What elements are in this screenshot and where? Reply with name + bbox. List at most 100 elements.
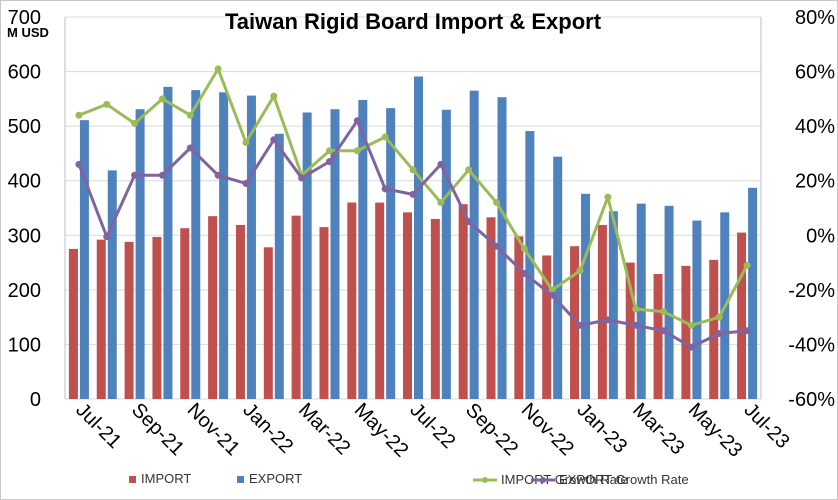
import-bar xyxy=(737,232,747,399)
import-growth-rate-point xyxy=(660,308,668,316)
x-tick-label: May-22 xyxy=(350,399,413,462)
export-growth-rate-point xyxy=(131,171,139,179)
y-tick-label: 300 xyxy=(8,225,41,247)
import-bar xyxy=(235,224,245,399)
import-growth-rate-point xyxy=(158,95,166,103)
import-growth-rate-point xyxy=(381,133,389,141)
export-bar xyxy=(107,170,117,399)
x-tick-label: Sep-21 xyxy=(127,399,188,460)
import-growth-rate-point xyxy=(437,199,445,207)
export-bar xyxy=(246,95,256,399)
import-bar xyxy=(681,265,691,399)
import-growth-rate-point xyxy=(131,119,139,127)
import-bar xyxy=(152,236,162,399)
y-tick-label: 400 xyxy=(8,171,41,193)
x-tick-label: Mar-23 xyxy=(628,399,688,459)
y-tick-label: 500 xyxy=(8,116,41,138)
legend-item-import-growth-rate: IMPORT Growth Rate xyxy=(473,472,628,487)
import-growth-rate-point xyxy=(687,321,695,329)
import-bar xyxy=(319,227,329,399)
export-growth-rate-point xyxy=(687,343,695,351)
import-bar xyxy=(208,216,218,399)
export-growth-rate-point xyxy=(604,316,612,324)
export-growth-rate-point xyxy=(270,136,278,144)
import-growth-rate-point xyxy=(75,111,83,119)
import-growth-rate-point xyxy=(576,267,584,275)
export-growth-rate-point xyxy=(75,160,83,168)
export-growth-rate-line xyxy=(77,119,748,349)
y2-tick-label: 20% xyxy=(795,171,835,193)
import-growth-rate-point xyxy=(325,147,333,155)
import-bar xyxy=(375,202,385,399)
export-bar xyxy=(608,211,618,399)
export-bar xyxy=(441,109,451,400)
export-bar xyxy=(581,193,591,399)
x-tick-label: Jul-22 xyxy=(405,399,459,453)
export-bar xyxy=(636,203,646,399)
x-tick-label: Jul-21 xyxy=(71,399,125,453)
import-bar xyxy=(542,255,552,399)
import-growth-rate-point xyxy=(353,147,361,155)
export-bar xyxy=(497,97,507,399)
export-growth-rate-point xyxy=(186,144,194,152)
x-tick-label: Jan-22 xyxy=(238,399,297,458)
y2-tick-label: 80% xyxy=(795,7,835,29)
export-bar xyxy=(330,109,340,400)
export-bar xyxy=(274,133,284,400)
export-growth-rate-point xyxy=(298,174,306,182)
x-tick-label: Nov-21 xyxy=(183,399,244,460)
import-growth-rate-point xyxy=(604,193,612,201)
import-growth-rate-point xyxy=(214,65,222,73)
legend-marker xyxy=(482,477,488,483)
export-bar xyxy=(191,90,201,399)
x-tick-label: May-23 xyxy=(684,399,747,462)
legend-label: EXPORT Growth Rate xyxy=(559,472,689,487)
import-bar xyxy=(430,218,440,399)
export-growth-rate-point xyxy=(214,171,222,179)
import-growth-rate-point xyxy=(743,261,751,269)
import-bar xyxy=(570,246,580,399)
y-tick-label: 100 xyxy=(8,334,41,356)
legend-label: IMPORT xyxy=(141,471,191,486)
export-bar xyxy=(469,90,479,400)
import-bar xyxy=(653,274,663,399)
export-growth-rate-point xyxy=(493,242,501,250)
y2-tick-label: -20% xyxy=(788,280,835,302)
import-bar xyxy=(514,236,524,399)
y2-tick-label: 60% xyxy=(795,62,835,84)
import-bar xyxy=(597,224,607,399)
bars xyxy=(68,76,758,400)
import-growth-rate-point xyxy=(409,166,417,174)
export-bar xyxy=(79,120,89,399)
chart-title: Taiwan Rigid Board Import & Export xyxy=(225,9,602,34)
import-bar xyxy=(709,259,719,399)
export-bar xyxy=(664,205,674,399)
export-growth-rate-point xyxy=(632,321,640,329)
import-growth-rate-point xyxy=(493,199,501,207)
export-bar xyxy=(748,187,758,399)
export-bar xyxy=(386,108,396,400)
import-bar xyxy=(625,262,635,399)
x-tick-label: Nov-22 xyxy=(517,399,578,460)
export-bar xyxy=(414,76,423,400)
y-axis-unit-label: M USD xyxy=(7,25,49,40)
export-growth-rate-point xyxy=(353,117,361,125)
import-bar xyxy=(68,248,78,399)
legend-item-import: IMPORT xyxy=(129,471,191,486)
x-tick-label: Jan-23 xyxy=(573,399,632,458)
export-growth-rate-point xyxy=(465,218,473,226)
x-tick-label: Sep-22 xyxy=(461,399,522,460)
y-tick-label: 0 xyxy=(30,389,41,411)
export-growth-rate-point xyxy=(158,171,166,179)
export-growth-rate-point xyxy=(660,327,668,335)
import-bar xyxy=(486,217,496,399)
export-growth-rate-point xyxy=(242,179,250,187)
export-growth-rate-point xyxy=(715,330,723,338)
import-growth-rate-point xyxy=(632,305,640,313)
import-growth-rate-point xyxy=(715,313,723,321)
export-bar xyxy=(358,99,368,399)
x-tick-label: Jul-23 xyxy=(740,399,794,453)
x-tick-label: Mar-22 xyxy=(294,399,354,459)
